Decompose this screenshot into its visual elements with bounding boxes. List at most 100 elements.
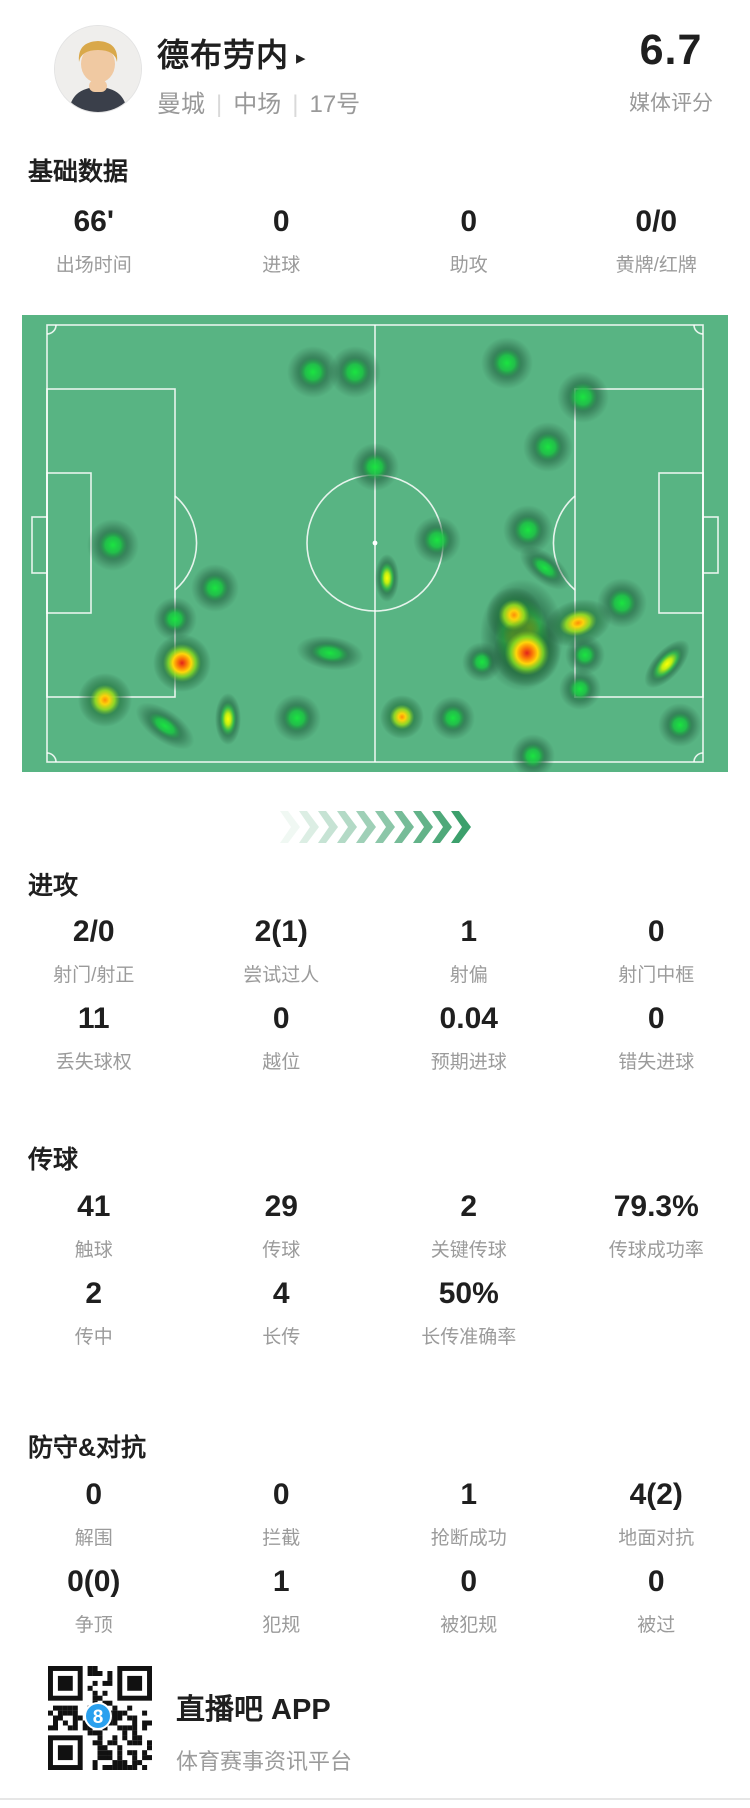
heat-spot-green	[87, 519, 139, 571]
stat-value: 11	[77, 1002, 110, 1035]
player-avatar-image	[55, 26, 141, 112]
expand-arrow-icon: ▸	[296, 48, 307, 69]
stat-value: 2/0	[72, 915, 115, 948]
stat-label: 助攻	[449, 255, 488, 276]
stat-cell: 1 犯规	[188, 1565, 376, 1637]
stat-value: 0	[647, 1002, 665, 1035]
svg-text:8: 8	[93, 1707, 104, 1728]
stat-cell: 0.04 预期进球	[375, 1002, 563, 1074]
stat-value: 0.04	[439, 1002, 498, 1035]
stat-cell: 2(1) 尝试过人	[188, 915, 376, 987]
player-name-row[interactable]: 德布劳内 ▸	[157, 30, 307, 76]
stat-label: 传中	[74, 1327, 113, 1348]
divider: |	[216, 91, 223, 118]
heat-spot-green	[135, 702, 195, 750]
rating-label: 媒体评分	[629, 92, 713, 115]
stat-value: 79.3%	[613, 1190, 699, 1223]
stat-row: 2/0 射门/射正 2(1) 尝试过人 1 射偏 0 射门中框	[0, 915, 750, 987]
stat-label: 长传	[262, 1327, 301, 1348]
stat-value: 0	[647, 915, 665, 948]
stat-cell: 0 被过	[563, 1565, 750, 1637]
stat-value: 66'	[73, 205, 114, 238]
stat-cell: 0 错失进球	[563, 1002, 750, 1074]
section-title-passing: 传球	[28, 1146, 79, 1174]
heat-spot-green	[296, 635, 364, 671]
heat-spot-green	[511, 734, 555, 778]
stat-label: 越位	[262, 1052, 301, 1073]
stat-value: 2	[460, 1190, 478, 1223]
section-title-defense: 防守&对抗	[28, 1434, 147, 1462]
divider: |	[292, 91, 299, 118]
stat-cell: 0 解围	[0, 1478, 188, 1550]
stat-value: 41	[77, 1190, 111, 1223]
stat-value: 1	[272, 1565, 290, 1598]
heat-spot-yellow	[375, 554, 399, 602]
stat-row: 0 解围 0 拦截 1 抢断成功 4(2) 地面对抗	[0, 1478, 750, 1550]
stat-row: 11 丢失球权 0 越位 0.04 预期进球 0 错失进球	[0, 1002, 750, 1074]
chevron-icon	[394, 811, 414, 843]
bottom-divider	[0, 1798, 750, 1800]
stat-cell: 1 射偏	[375, 915, 563, 987]
heat-spot-green	[503, 505, 553, 555]
chevron-icon	[318, 811, 338, 843]
stat-cell: 0/0 黄牌/红牌	[563, 205, 750, 277]
stat-value: 1	[460, 1478, 478, 1511]
heat-spot-orange	[78, 673, 132, 727]
stat-cell: 0 射门中框	[563, 915, 750, 987]
heat-spot-green	[413, 516, 461, 564]
chevron-icon	[356, 811, 376, 843]
stat-label: 出场时间	[55, 255, 132, 276]
position: 中场	[233, 91, 282, 118]
chevron-divider	[280, 811, 471, 843]
media-rating: 6.7 媒体评分	[629, 26, 713, 117]
player-avatar[interactable]	[54, 25, 142, 113]
chevron-icon	[299, 811, 319, 843]
stat-cell: 50% 长传准确率	[375, 1277, 563, 1349]
stat-value: 0	[272, 205, 290, 238]
stat-label: 解围	[74, 1528, 113, 1549]
stat-label: 黄牌/红牌	[615, 255, 697, 276]
heat-spot-yellow	[644, 639, 690, 689]
heat-spot-orange	[544, 599, 612, 647]
stat-value: 29	[264, 1190, 298, 1223]
stat-value: 4(2)	[629, 1478, 683, 1511]
heat-spot-green	[273, 694, 321, 742]
stat-value: 0	[460, 205, 478, 238]
stat-row: 2 传中 4 长传 50% 长传准确率	[0, 1277, 750, 1349]
heat-spot-green	[351, 443, 399, 491]
stat-label: 进球	[262, 255, 301, 276]
stat-cell: 0 被犯规	[375, 1565, 563, 1637]
stat-label: 丢失球权	[55, 1052, 132, 1073]
stat-cell: 0 助攻	[375, 205, 563, 277]
stat-value: 4	[272, 1277, 290, 1310]
stat-cell: 4(2) 地面对抗	[563, 1478, 750, 1550]
team-name: 曼城	[157, 91, 205, 118]
section-title-attack: 进攻	[28, 872, 79, 900]
stat-cell: 0 越位	[188, 1002, 376, 1074]
chevron-icon	[280, 811, 300, 843]
heat-spot-green	[191, 564, 239, 612]
heat-spot-green	[481, 337, 533, 389]
heat-spot-green	[658, 703, 702, 747]
heat-spot-green	[329, 346, 381, 398]
stat-row: 66' 出场时间 0 进球 0 助攻 0/0 黄牌/红牌	[0, 205, 750, 277]
stat-cell: 0 拦截	[188, 1478, 376, 1550]
stat-cell: 0 进球	[188, 205, 376, 277]
stat-cell: 66' 出场时间	[0, 205, 188, 277]
chevron-icon	[375, 811, 395, 843]
app-name[interactable]: 直播吧 APP	[176, 1694, 331, 1726]
section-title-basic: 基础数据	[28, 158, 129, 186]
stat-label: 射门/射正	[53, 965, 135, 986]
stat-label: 射门中框	[618, 965, 695, 986]
stat-value: 0	[272, 1478, 290, 1511]
stat-cell: 1 抢断成功	[375, 1478, 563, 1550]
chevron-icon	[413, 811, 433, 843]
stat-row: 0(0) 争顶 1 犯规 0 被犯规 0 被过	[0, 1565, 750, 1637]
pitch-lines	[31, 324, 719, 763]
qr-code: 8	[48, 1666, 152, 1770]
app-logo-badge: 8	[84, 1702, 112, 1730]
stat-value: 50%	[438, 1277, 499, 1310]
heat-spot-orange	[380, 695, 424, 739]
stat-value: 0	[272, 1002, 290, 1035]
